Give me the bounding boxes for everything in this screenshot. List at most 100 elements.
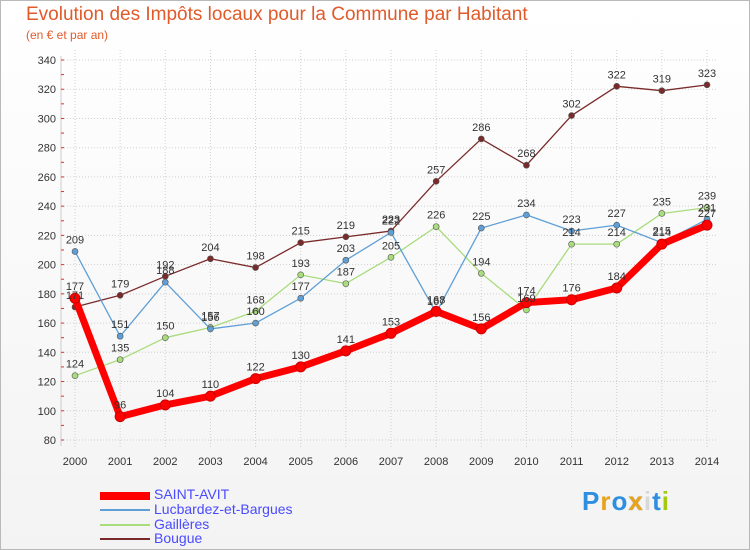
data-label-gailleres: 239 [698, 191, 716, 203]
data-label-bougue: 322 [608, 69, 626, 81]
data-point-gailleres [161, 334, 169, 341]
data-point-gailleres [477, 270, 485, 277]
data-label-bougue: 198 [246, 251, 264, 263]
x-tick-label: 2010 [514, 456, 538, 468]
data-label-saint_avit: 184 [608, 271, 626, 283]
data-label-saint_avit: 153 [382, 316, 400, 328]
x-tick-label: 2003 [198, 456, 222, 468]
data-label-bougue: 268 [517, 148, 535, 160]
data-label-lucbardez: 167 [427, 296, 445, 308]
data-label-lucbardez: 188 [156, 265, 174, 277]
y-tick-label: 120 [38, 377, 56, 389]
legend-swatch-gailleres [100, 524, 150, 526]
data-label-saint_avit: 156 [472, 312, 490, 324]
data-label-bougue: 302 [562, 99, 580, 111]
y-tick-label: 160 [38, 318, 56, 330]
data-point-lucbardez [523, 211, 530, 219]
data-label-bougue: 286 [472, 122, 490, 134]
data-point-saint_avit [611, 282, 623, 294]
data-point-saint_avit [430, 305, 442, 317]
y-tick-label: 300 [38, 113, 56, 125]
data-label-lucbardez: 231 [698, 202, 716, 214]
proxiti-logo: Proxiti [582, 486, 670, 517]
y-tick-label: 260 [38, 172, 56, 184]
logo-letter: P [582, 486, 601, 516]
data-point-saint_avit [520, 297, 532, 309]
data-point-lucbardez [568, 227, 575, 235]
data-point-saint_avit [656, 238, 668, 250]
data-point-lucbardez [252, 319, 259, 327]
data-point-lucbardez [71, 248, 79, 255]
data-point-lucbardez [207, 325, 214, 333]
data-label-saint_avit: 177 [66, 281, 84, 293]
data-point-saint_avit [204, 390, 216, 402]
data-label-bougue: 204 [201, 242, 219, 254]
logo-letter: x [628, 486, 644, 516]
data-label-saint_avit: 141 [337, 334, 355, 346]
logo-letter: i [643, 486, 653, 516]
y-tick-label: 100 [38, 406, 56, 418]
data-point-saint_avit [475, 323, 487, 335]
data-label-gailleres: 194 [472, 256, 490, 268]
data-point-saint_avit [295, 361, 307, 373]
data-point-bougue [432, 178, 440, 185]
data-label-gailleres: 124 [66, 359, 84, 371]
data-label-gailleres: 214 [608, 227, 626, 239]
legend-swatch-bougue [100, 538, 150, 540]
data-point-bougue [342, 233, 350, 241]
data-point-gailleres [613, 240, 621, 248]
data-label-gailleres: 168 [246, 294, 264, 306]
data-label-gailleres: 150 [156, 321, 174, 333]
data-point-gailleres [658, 210, 666, 217]
data-point-saint_avit [385, 327, 397, 339]
data-label-gailleres: 169 [517, 293, 535, 305]
data-point-gailleres [116, 356, 124, 363]
legend-label-gailleres: Gaillères [154, 516, 210, 532]
data-label-saint_avit: 122 [246, 362, 264, 374]
data-label-lucbardez: 160 [246, 306, 264, 318]
data-label-gailleres: 157 [201, 310, 219, 322]
data-label-saint_avit: 227 [698, 208, 716, 220]
data-label-lucbardez: 234 [517, 198, 535, 210]
data-point-gailleres [703, 204, 711, 211]
data-point-saint_avit [69, 292, 81, 304]
data-label-bougue: 192 [156, 259, 174, 271]
logo-letter: i [661, 486, 670, 516]
chart-title: Evolution des Impôts locaux pour la Comm… [26, 4, 528, 25]
legend-label-bougue: Bougue [154, 530, 203, 546]
x-tick-label: 2000 [63, 456, 87, 468]
y-tick-label: 200 [38, 260, 56, 272]
y-tick-label: 340 [38, 55, 56, 67]
logo-letter: r [600, 486, 612, 516]
data-label-lucbardez: 156 [201, 312, 219, 324]
data-point-gailleres [342, 280, 350, 287]
data-label-lucbardez: 227 [608, 208, 626, 220]
data-label-lucbardez: 215 [653, 226, 671, 238]
data-point-gailleres [568, 240, 575, 248]
x-tick-label: 2001 [108, 456, 132, 468]
y-tick-label: 140 [38, 347, 56, 359]
x-tick-label: 2002 [153, 456, 177, 468]
data-point-lucbardez [477, 224, 485, 232]
data-label-lucbardez: 222 [382, 215, 400, 227]
data-label-saint_avit: 96 [114, 400, 126, 412]
data-label-bougue: 323 [698, 68, 716, 80]
data-label-saint_avit: 130 [292, 350, 310, 362]
data-point-gailleres [432, 223, 440, 230]
data-label-lucbardez: 203 [337, 243, 355, 255]
data-label-gailleres: 187 [337, 267, 355, 279]
data-point-lucbardez [387, 229, 395, 236]
data-point-lucbardez [116, 332, 124, 340]
data-point-saint_avit [114, 411, 126, 423]
data-point-saint_avit [250, 373, 262, 385]
data-label-bougue: 257 [427, 164, 445, 176]
data-point-lucbardez [297, 294, 305, 302]
x-tick-label: 2013 [650, 456, 674, 468]
data-label-saint_avit: 110 [202, 379, 220, 391]
data-label-gailleres: 235 [653, 196, 671, 208]
data-label-bougue: 223 [382, 214, 400, 226]
data-label-gailleres: 205 [382, 240, 400, 252]
data-point-bougue [613, 83, 621, 90]
data-label-gailleres: 226 [427, 210, 445, 222]
x-tick-label: 2004 [243, 456, 267, 468]
